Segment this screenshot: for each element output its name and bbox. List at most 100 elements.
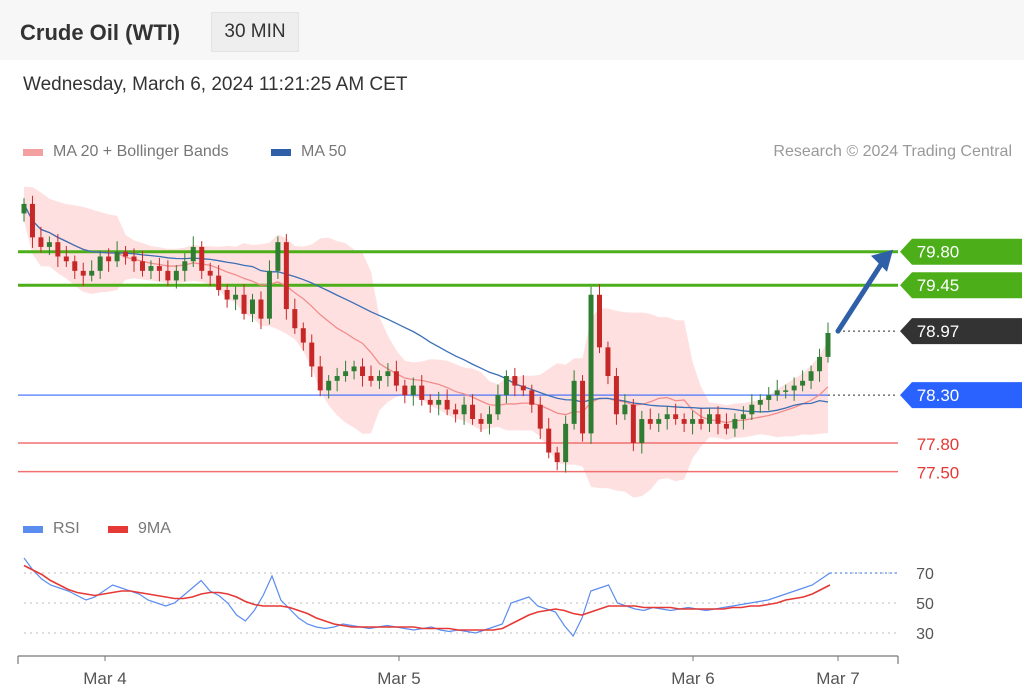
legend-ma50-swatch [271,148,291,156]
candle [563,423,569,463]
candle [148,266,154,271]
candles [21,195,831,473]
timestamp: Wednesday, March 6, 2024 11:21:25 AM CET [23,74,408,95]
candle [444,399,450,410]
candle [216,275,222,290]
candle [605,347,611,377]
candle [647,419,653,424]
x-tick-label: Mar 6 [671,669,714,688]
candle [402,385,408,396]
candle [478,419,484,424]
candle [546,428,552,453]
candle [343,371,349,377]
legend-ma50-label: MA 50 [301,143,347,160]
x-tick-label: Mar 7 [816,669,859,688]
candle [427,399,433,405]
candle [715,414,721,424]
candle [681,419,687,424]
legend-ma20-label: MA 20 + Bollinger Bands [53,143,229,160]
candle [664,414,670,420]
candle [613,376,619,415]
candle [89,270,95,276]
candle [334,376,340,381]
candle [808,371,814,381]
x-tick-label: Mar 5 [377,669,420,688]
candle [292,309,298,329]
level-tag [900,318,1022,345]
level-label: 78.30 [917,386,960,405]
candle [376,376,382,381]
candle [385,371,391,377]
candle [622,404,628,415]
forecast-arrow [835,257,887,334]
forecast-arrowhead [871,249,893,272]
candle [368,376,374,381]
candle [190,246,196,262]
candle [173,270,179,281]
rsi-tick-label: 70 [916,566,934,583]
candle [123,251,129,257]
candle [825,333,831,357]
legend-rsi: RSI [23,520,80,538]
candle [512,376,518,386]
candle [580,380,586,434]
candle [80,270,86,276]
legend-ma50: MA 50 [271,143,346,161]
candle [72,261,78,271]
candle [766,395,772,400]
candle [453,409,459,415]
candle [131,256,137,262]
candle [63,256,69,262]
candle [486,414,492,424]
candle [224,289,230,300]
candle [639,419,645,443]
legend-rsi-label: RSI [53,520,80,537]
level-tag [900,382,1022,409]
legend-rsi-swatch [23,525,43,533]
timeframe-badge[interactable]: 30 MIN [211,12,299,52]
candle [774,390,780,396]
header-bar: Crude Oil (WTI) 30 MIN [0,0,1024,60]
candle [106,256,112,262]
candle [630,404,636,443]
candle [283,242,289,310]
candle [470,404,476,420]
candle [165,270,171,281]
candle [351,366,357,372]
x-tick-label: Mar 4 [83,669,126,688]
candle [156,266,162,271]
candle [503,376,509,396]
candle [588,294,594,434]
candle [199,246,205,271]
candle [393,371,399,386]
level-label: 77.80 [917,435,960,454]
legend-rsi-ma: 9MA [108,520,171,538]
candle [241,294,247,314]
candle [800,380,806,386]
level-tag [900,238,1022,265]
candle [21,203,27,214]
candle [461,404,467,415]
candle [309,342,315,367]
candle [419,385,425,400]
candle [749,404,755,415]
legend-ma20-swatch [23,148,43,156]
candle [596,294,602,348]
legend-rsi-ma-label: 9MA [138,520,171,537]
candle [275,242,281,271]
candle [46,242,52,247]
candle [182,261,188,271]
candle [258,299,264,319]
candle [817,356,823,372]
candle [326,380,332,391]
candle [207,270,213,276]
candle [690,419,696,424]
candle [571,380,577,424]
ma20-line [23,203,829,424]
candle [97,256,103,271]
candle [495,395,501,415]
candle [360,366,366,377]
candle [29,203,35,238]
rsi-line [23,557,831,638]
